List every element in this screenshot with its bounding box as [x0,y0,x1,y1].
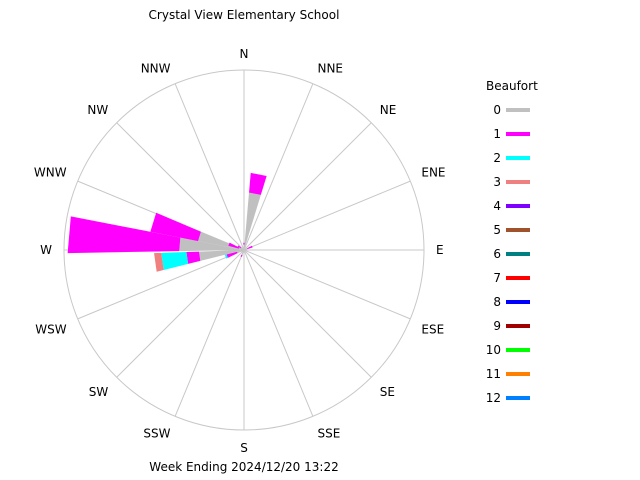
legend-label-6: 6 [493,247,501,261]
spoke-wsw [77,249,245,320]
legend-swatch-5 [506,228,530,232]
direction-label-w: W [40,243,52,257]
legend-label-0: 0 [493,103,501,117]
spoke-sse [243,249,314,417]
direction-label-se: SE [380,385,395,399]
direction-label-s: S [240,441,248,455]
bar-wsw-beaufort-3 [154,252,164,272]
spoke-se [243,249,372,378]
legend-swatch-8 [506,300,530,304]
bar-wsw-beaufort-0 [199,250,244,261]
bar-ssw-beaufort-0 [241,250,244,256]
legend-label-12: 12 [486,391,501,405]
bar-wsw-beaufort-1 [186,251,201,264]
direction-labels: N NNE NE ENE E ESE SE SSE S SSW SW WSW W WNW NW NNW [34,47,446,455]
bar-nne-beaufort-0 [244,192,261,250]
direction-label-e: E [436,243,444,257]
chart-footer: Week Ending 2024/12/20 13:22 [149,460,338,474]
legend-swatch-7 [506,276,530,280]
bar-wsw-beaufort-1 [226,251,238,258]
bar-n-beaufort-0 [243,244,245,250]
legend-swatch-9 [506,324,530,328]
legend-label-1: 1 [493,127,501,141]
spoke-ene [243,180,411,251]
legend-swatch-11 [506,372,530,376]
spoke-nw [116,122,245,251]
legend-swatch-6 [506,252,530,256]
legend-label-10: 10 [486,343,501,357]
bar-wnw-beaufort-0 [238,247,244,250]
legend-swatch-3 [506,180,530,184]
legend-label-2: 2 [493,151,501,165]
bar-ene-beaufort-1 [247,245,253,249]
bar-e-beaufort-0 [244,249,248,251]
legend-swatch-2 [506,156,530,160]
spoke-nne [243,83,314,251]
bar-n-beaufort-1 [243,242,245,245]
direction-label-wsw: WSW [35,322,66,336]
bar-w-beaufort-0 [179,237,244,252]
chart-title: Crystal View Elementary School [149,8,340,22]
direction-label-ese: ESE [421,322,444,336]
legend-title: Beaufort [486,79,538,93]
direction-label-nne: NNE [317,62,343,76]
direction-label-nnw: NNW [141,62,171,76]
legend-swatch-4 [506,204,530,208]
direction-label-sw: SW [89,385,109,399]
legend-label-11: 11 [486,367,501,381]
bar-wnw-beaufort-1 [228,242,240,249]
legend-label-9: 9 [493,319,501,333]
bar-wnw-beaufort-1 [150,212,201,242]
legend-label-4: 4 [493,199,501,213]
spoke-ese [243,249,411,320]
bar-nw-beaufort-1 [237,245,242,249]
bar-nne-beaufort-1 [249,172,267,195]
spoke-nnw [174,83,245,251]
direction-label-ne: NE [380,103,397,117]
legend-label-5: 5 [493,223,501,237]
legend-swatch-10 [506,348,530,352]
bar-ese-beaufort-0 [244,250,246,251]
spoke-ssw [174,249,245,417]
legend-swatch-12 [506,396,530,400]
wind-bars [67,172,267,272]
spoke-ne [243,122,372,251]
legend-swatch-1 [506,132,530,136]
bar-wsw-beaufort-0 [237,250,244,254]
direction-label-ene: ENE [421,166,445,180]
legend-swatch-0 [506,108,530,112]
direction-label-wnw: WNW [34,166,67,180]
spoke-sw [116,249,245,378]
bar-wsw-beaufort-2 [224,254,228,259]
bar-nw-beaufort-0 [240,247,244,250]
direction-label-sse: SSE [317,426,340,440]
direction-label-nw: NW [87,103,108,117]
bar-ssw-beaufort-1 [240,254,243,257]
direction-label-n: N [240,47,249,61]
bar-sw-beaufort-0 [241,250,244,253]
bar-ene-beaufort-0 [244,248,248,250]
direction-label-ssw: SSW [143,426,170,440]
legend-label-3: 3 [493,175,501,189]
legend-label-8: 8 [493,295,501,309]
legend-label-7: 7 [493,271,501,285]
bar-wsw-beaufort-2 [161,252,189,271]
bar-w-beaufort-1 [67,216,181,254]
